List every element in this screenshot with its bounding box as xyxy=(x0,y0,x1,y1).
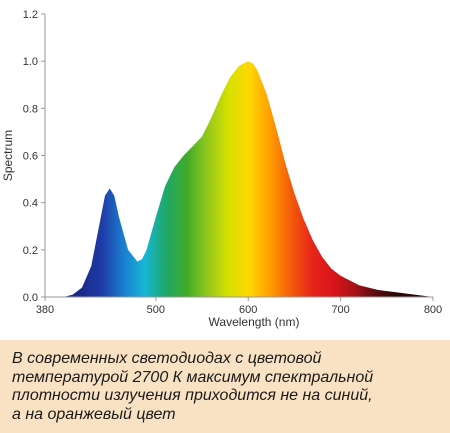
spectrum-chart: 0.0 0.2 0.4 0.6 0.8 1.0 1.2 380 500 600 700 800 Wave… xyxy=(1,9,442,329)
y-tick-label-6: 1.2 xyxy=(23,9,38,21)
x-tick-label-0: 380 xyxy=(36,304,54,316)
y-tick-label-0: 0.0 xyxy=(23,292,38,304)
y-tick-label-2: 0.4 xyxy=(23,198,38,210)
chart-svg: 0.0 0.2 0.4 0.6 0.8 1.0 1.2 380 500 600 700 800 Wave… xyxy=(1,9,442,329)
y-tick-label-4: 0.8 xyxy=(23,103,38,115)
x-tick-label-4: 800 xyxy=(424,304,442,316)
x-tick-label-3: 700 xyxy=(331,304,349,316)
spectrum-area xyxy=(45,61,433,298)
caption-line-2: температурой 2700 К максимум спектрально… xyxy=(12,368,374,386)
caption-line-1: В современных светодиодах с цветовой xyxy=(12,350,322,367)
caption-box: В современных светодиодах с цветовой тем… xyxy=(0,340,450,433)
x-axis-title: Wavelength (nm) xyxy=(209,315,300,329)
y-axis-title: Spectrum xyxy=(1,130,15,181)
y-tick-label-3: 0.6 xyxy=(23,151,38,163)
caption-line-4: а на оранжевый цвет xyxy=(12,405,176,423)
caption-line-3: плотности излучения приходится не на син… xyxy=(12,387,373,404)
y-tick-label-1: 0.2 xyxy=(23,245,38,257)
x-tick-label-1: 500 xyxy=(147,304,165,316)
y-tick-label-5: 1.0 xyxy=(23,56,38,68)
x-tick-label-2: 600 xyxy=(239,304,257,316)
